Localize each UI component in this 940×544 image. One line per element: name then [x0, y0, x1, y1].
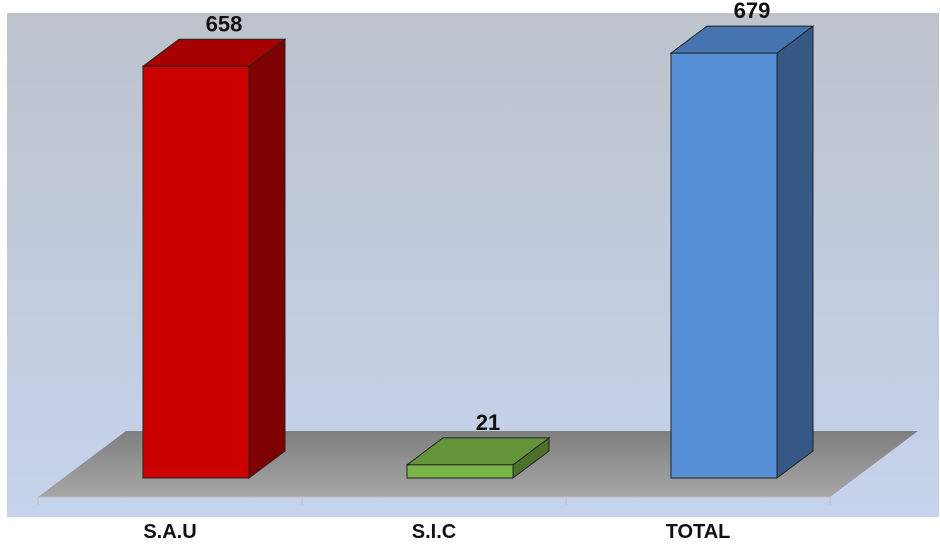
bar-side-face: [776, 25, 814, 479]
bar-total: [669, 25, 815, 479]
bars: [141, 25, 815, 479]
bar-s-i-c: [405, 436, 551, 479]
data-labels: 658 21 679: [206, 0, 771, 435]
bar-side-face: [248, 38, 286, 479]
x-tick-label: TOTAL: [666, 521, 731, 543]
x-tick-label: S.I.C: [412, 521, 456, 543]
bar-front-face: [670, 52, 778, 479]
x-tick-label: S.A.U: [143, 521, 196, 543]
x-axis-tick-labels: S.A.U S.I.C TOTAL: [143, 521, 730, 543]
data-label: 679: [734, 0, 771, 23]
data-label: 658: [206, 11, 243, 36]
bar-front-face: [406, 464, 514, 479]
x-axis-ticks: [37, 497, 831, 505]
bar-s-a-u: [141, 38, 287, 479]
bar-front-face: [142, 65, 250, 479]
data-label: 21: [476, 410, 500, 435]
